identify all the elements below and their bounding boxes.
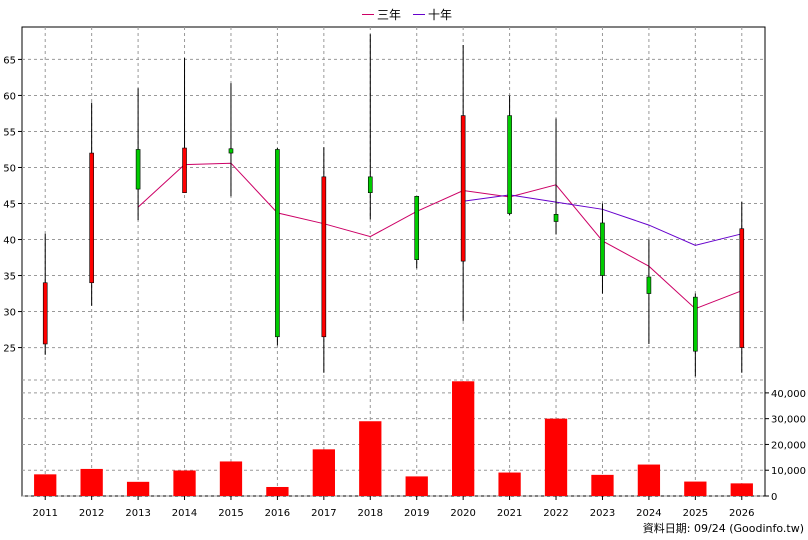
x-tick-label: 2020: [450, 508, 475, 519]
volume-bar: [359, 421, 382, 496]
x-tick-label: 2023: [590, 508, 615, 519]
candle-body: [321, 176, 327, 338]
candle-body: [367, 176, 373, 193]
legend-swatch-10yr: [413, 14, 426, 15]
price-tick-label: 30: [3, 308, 16, 319]
data-date-footer: 資料日期: 09/24 (Goodinfo.tw): [642, 522, 804, 535]
candle-body: [182, 147, 187, 193]
candle-body: [275, 149, 280, 338]
plot-frame: [21, 26, 766, 497]
x-tick-label: 2021: [497, 508, 522, 519]
legend-item-3yr: 三年: [362, 6, 401, 23]
candle-body: [42, 282, 48, 345]
price-tick-label: 40: [3, 236, 16, 247]
volume-bar: [591, 474, 614, 496]
x-tick-label: 2018: [358, 508, 383, 519]
x-tick-label: 2026: [729, 508, 754, 519]
x-tick-label: 2017: [311, 508, 336, 519]
volume-bar: [544, 418, 568, 496]
x-tick-label: 2016: [265, 508, 290, 519]
volume-bar: [452, 381, 475, 496]
volume-tick-label: 10,000: [771, 466, 806, 477]
candle-body: [693, 296, 698, 352]
legend-label-10yr: 十年: [428, 8, 453, 22]
volume-tick-label: 0: [771, 492, 777, 503]
price-tick-label: 65: [3, 55, 16, 66]
x-tick-label: 2019: [404, 508, 429, 519]
volume-tick-label: 20,000: [771, 440, 806, 451]
volume-bar: [312, 449, 335, 496]
price-tick-label: 60: [3, 91, 16, 102]
candle-body: [135, 149, 141, 190]
candle-body: [460, 115, 466, 262]
volume-bar: [266, 486, 289, 496]
volume-bar: [126, 481, 150, 496]
x-tick-label: 2013: [125, 508, 150, 519]
x-tick-label: 2015: [218, 508, 243, 519]
volume-bar: [34, 474, 57, 496]
price-tick-label: 45: [3, 200, 16, 211]
candle-body: [553, 214, 559, 222]
price-tick-label: 35: [3, 272, 16, 283]
candle-body: [507, 115, 512, 214]
volume-bar: [405, 476, 428, 496]
x-tick-label: 2022: [543, 508, 568, 519]
x-tick-label: 2024: [636, 508, 661, 519]
x-tick-label: 2012: [79, 508, 104, 519]
volume-bar: [684, 481, 707, 496]
volume-bar: [80, 468, 103, 496]
volume-bar: [637, 464, 661, 496]
price-tick-label: 25: [3, 344, 16, 355]
legend: 三年 十年: [362, 6, 452, 23]
price-tick-label: 50: [3, 163, 16, 174]
volume-bar: [730, 483, 753, 496]
volume-bar: [173, 470, 196, 496]
candle-body: [600, 222, 605, 276]
legend-item-10yr: 十年: [413, 6, 452, 23]
line-3yr: [137, 162, 742, 310]
price-tick-label: 55: [3, 127, 16, 138]
x-tick-label: 2014: [172, 508, 197, 519]
candle-body: [89, 152, 94, 284]
x-tick-label: 2025: [683, 508, 708, 519]
volume-bar: [498, 472, 521, 496]
volume-tick-label: 40,000: [771, 389, 806, 400]
legend-swatch-3yr: [362, 14, 374, 15]
candle-body: [414, 195, 420, 260]
volume-bar: [219, 461, 243, 496]
volume-tick-label: 30,000: [771, 415, 806, 426]
candle-body: [739, 228, 745, 348]
x-tick-label: 2011: [32, 508, 57, 519]
candle-body: [646, 276, 652, 294]
candle-body: [228, 148, 234, 154]
legend-label-3yr: 三年: [377, 8, 402, 22]
